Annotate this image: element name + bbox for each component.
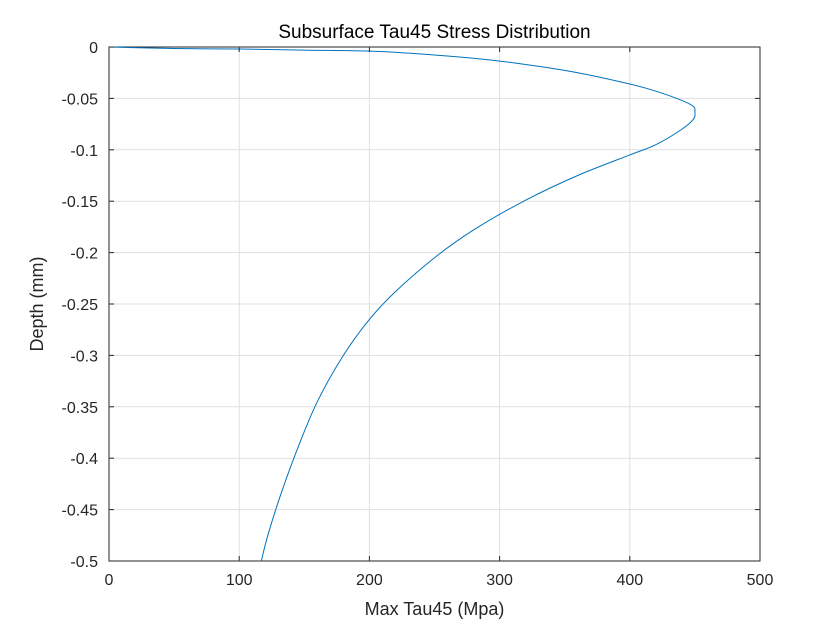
y-tick-label: -0.1 [70,143,98,160]
y-tick-label: -0.4 [70,451,98,468]
x-tick-label: 100 [226,572,253,589]
y-axis-label: Depth (mm) [27,256,47,351]
chart-title: Subsurface Tau45 Stress Distribution [278,22,590,43]
grid-lines [109,47,760,561]
x-tick-label: 300 [486,572,513,589]
y-tick-label: -0.3 [70,348,98,365]
y-tick-label: -0.45 [62,503,99,520]
y-tick-label: -0.25 [62,297,99,314]
y-tick-label: -0.5 [70,554,98,571]
y-tick-label: -0.35 [62,400,99,417]
y-tick-label: 0 [89,40,98,57]
series-line [108,46,696,562]
y-tick-label: -0.05 [62,91,99,108]
y-tick-label: -0.15 [62,194,99,211]
x-tick-label: 0 [105,572,114,589]
x-tick-label: 500 [747,572,774,589]
y-tick-label: -0.2 [70,246,98,263]
x-tick-label: 200 [356,572,383,589]
x-axis-label: Max Tau45 (Mpa) [365,599,505,619]
tick-layer: 0 100 200 300 400 500 0 -0.05 -0.1 -0.15 -0.2 -0.25… [62,40,774,589]
x-tick-label: 400 [616,572,643,589]
series-layer [108,46,696,562]
